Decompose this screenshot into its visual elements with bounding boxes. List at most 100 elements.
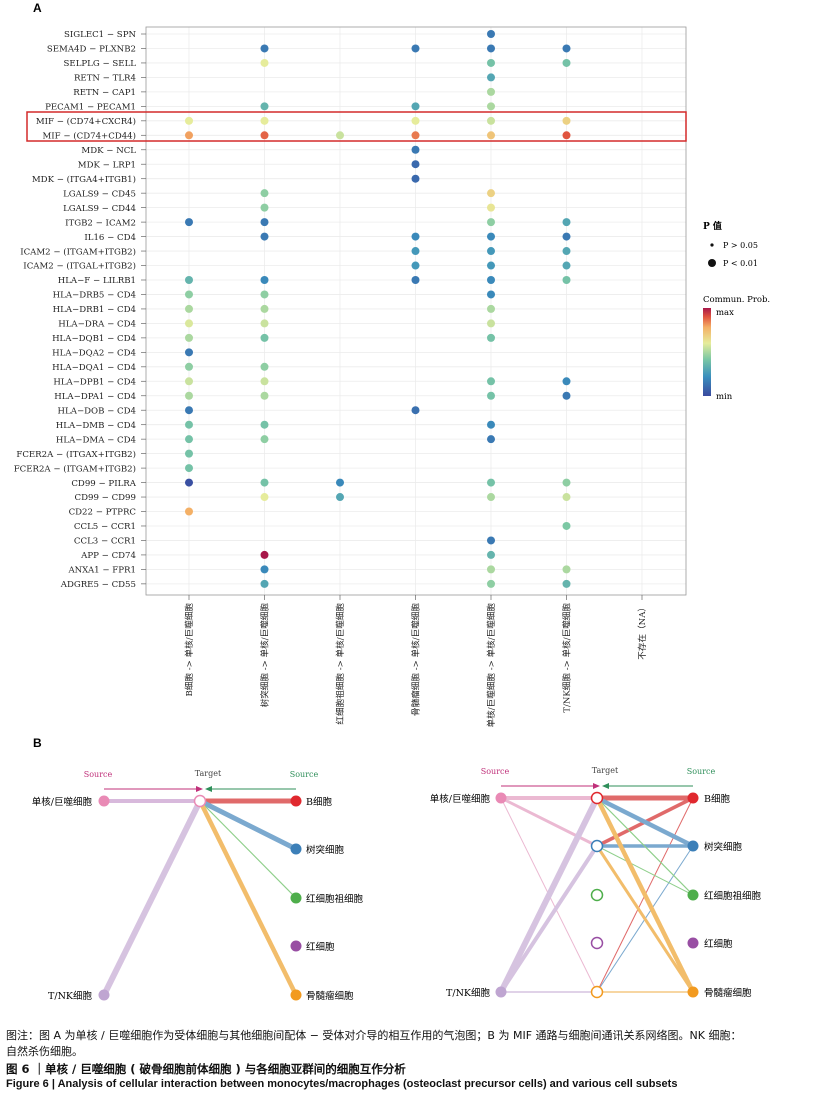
bubble-point [487, 536, 495, 545]
bubble-point [185, 435, 193, 444]
bubble-point [487, 58, 495, 67]
bubble-point [260, 579, 269, 588]
rnode-target-mye [590, 985, 604, 999]
rlabel-mono: 单核/巨噬细胞 [430, 793, 491, 805]
rnode-mono-source [495, 792, 507, 804]
bubble-point [562, 478, 571, 487]
row-label: SIGLEC1 − SPN [64, 30, 137, 40]
bubble-point [411, 174, 420, 183]
bubble-point [487, 319, 495, 328]
row-label: HLA−DRB5 − CD4 [53, 291, 137, 301]
row-label: FCER2A − (ITGAX+ITGB2) [16, 449, 136, 460]
rlabel-dc: 树突细胞 [704, 841, 743, 853]
bubble-point [411, 275, 420, 284]
row-label: MDK − (ITGA4+ITGB1) [32, 174, 136, 185]
bubble-point [185, 218, 193, 227]
right-source-label: Source [481, 767, 510, 776]
left-source-label: Source [84, 770, 113, 779]
row-label: HLA−F − LILRB1 [58, 276, 136, 286]
bubble-point [185, 319, 193, 328]
bubble-point [487, 435, 495, 444]
bubble-point [260, 131, 269, 140]
bubble-point [411, 102, 420, 111]
bubble-point [487, 478, 495, 487]
bubble-point [562, 493, 571, 502]
bubble-point [260, 478, 269, 487]
color-legend-title: Commun. Prob. [703, 295, 770, 305]
bubble-point [487, 44, 495, 53]
row-label: HLA−DOB − CD4 [58, 406, 137, 416]
bubble-point [487, 131, 495, 140]
row-label: HLA−DQA1 − CD4 [52, 363, 136, 373]
bubble-point [260, 116, 269, 125]
bubble-point [336, 493, 344, 502]
bubble-point [260, 493, 269, 502]
bubble-point [260, 44, 269, 53]
rnode-target-dc [590, 839, 604, 853]
row-label: FCER2A − (ITGAM+ITGB2) [14, 463, 136, 474]
left-target-arrowhead [205, 786, 212, 792]
row-labels: SIGLEC1 − SPN SEMA4D − PLXNB2 SELPLG − SEL… [14, 30, 146, 590]
bubble-point [562, 58, 571, 67]
row-label: LGALS9 − CD45 [63, 189, 136, 199]
column-labels: B细胞 -> 单核/巨噬细胞 树突细胞 -> 单核/巨噬细胞 红细胞祖细胞 -> 单… [183, 595, 648, 727]
bubble-point [185, 406, 193, 415]
redge-erp-mono [596, 797, 694, 896]
rnode-mye [687, 986, 699, 998]
bubble-point [260, 391, 269, 400]
bubble-point [411, 131, 420, 140]
bubble-point [562, 218, 571, 227]
redge-dc-mono [595, 795, 695, 849]
bubble-point [562, 275, 571, 284]
right-target-arrowhead [602, 783, 609, 789]
bubble-point [411, 44, 420, 53]
bubble-point [487, 377, 495, 386]
row-label: LGALS9 − CD44 [63, 204, 136, 214]
bubble-point [185, 377, 193, 386]
row-label: HLA−DQB1 − CD4 [52, 334, 136, 344]
bubble-point [185, 362, 193, 371]
label-mono: 单核/巨噬细胞 [32, 796, 93, 808]
bubble-grid [146, 27, 686, 595]
row-label: PECAM1 − PECAM1 [45, 103, 136, 113]
label-mye: 骨髓瘤细胞 [306, 990, 354, 1002]
column-label: B细胞 -> 单核/巨噬细胞 [183, 603, 195, 697]
row-label: CCL5 − CCR1 [74, 522, 136, 532]
pvalue-legend-item-2: P < 0.01 [723, 259, 758, 268]
bubble-point [185, 348, 193, 357]
redge-mye-dc [595, 845, 695, 993]
node-mono-target [193, 794, 207, 808]
row-label: MIF − (CD74+CXCR4) [36, 116, 136, 127]
bubble-point [487, 304, 495, 313]
bubble-point [260, 565, 269, 574]
bubble-point [260, 435, 269, 444]
node-mono-source [98, 795, 110, 807]
bubble-point [260, 304, 269, 313]
bubble-point [260, 218, 269, 227]
bubble-point [185, 391, 193, 400]
bubble-point [185, 464, 193, 473]
rnode-erp [687, 889, 699, 901]
row-label: MIF − (CD74+CD44) [42, 130, 136, 141]
bubble-point [260, 333, 269, 342]
bubble-point [487, 203, 495, 212]
row-label: IL16 − CD4 [84, 233, 136, 243]
node-erp [290, 892, 302, 904]
row-label: HLA−DMA − CD4 [56, 435, 137, 445]
rnode-b [687, 792, 699, 804]
bubble-point [411, 116, 420, 125]
bubble-point [487, 565, 495, 574]
edge-tnk-to-mono [101, 799, 203, 997]
bubble-point [487, 232, 495, 241]
column-label: 单核/巨噬细胞 -> 单核/巨噬细胞 [485, 603, 497, 728]
bubble-point [260, 319, 269, 328]
label-ery: 红细胞 [306, 941, 335, 953]
row-label: HLA−DQA2 − CD4 [52, 349, 136, 359]
node-ery [290, 940, 302, 952]
mif-network-figure: B Source Target Source 单核/巨噬细胞 T/NK细胞 B细… [32, 736, 762, 1002]
row-label: SELPLG − SELL [64, 59, 137, 69]
bubble-point [336, 131, 344, 140]
rnode-dc [687, 840, 699, 852]
right-target-label: Target [592, 766, 619, 775]
bubble-point [185, 275, 193, 284]
